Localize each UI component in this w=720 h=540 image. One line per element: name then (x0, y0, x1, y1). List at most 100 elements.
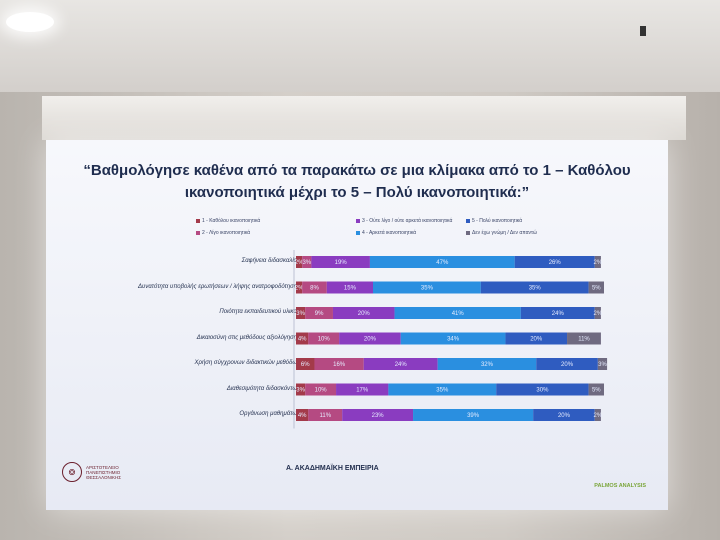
data-label: 20% (558, 413, 571, 419)
data-label: 8% (310, 286, 319, 292)
ceiling (0, 0, 720, 92)
bar-segment (588, 383, 604, 396)
bar-segment (339, 332, 401, 345)
category-label: Χρήση σύγχρονων διδακτικών μεθόδων (194, 360, 300, 366)
data-label: 26% (549, 260, 562, 266)
projector-screen-frame (42, 96, 686, 140)
data-label: 41% (452, 311, 465, 317)
category-label: Οργάνωση μαθημάτων (239, 411, 300, 417)
bar-segment (342, 409, 414, 421)
bar-segment (597, 358, 608, 370)
bar-segment (480, 281, 589, 294)
data-label: 17% (356, 388, 369, 394)
data-label: 11% (319, 413, 331, 419)
data-label: 10% (315, 388, 328, 394)
category-label: Ποιότητα εκπαιδευτικού υλικού (219, 309, 300, 315)
university-seal-icon: ❂ (62, 462, 82, 482)
bar-segment (437, 358, 537, 370)
bar-segment (296, 307, 306, 319)
ceiling-fixture (640, 26, 646, 36)
data-label: 24% (552, 311, 565, 317)
data-label: 3% (598, 362, 607, 368)
bar-segment (305, 307, 333, 319)
data-label: 20% (358, 311, 371, 317)
legend-label: 5 - Πολύ ικανοποιητικά (472, 218, 523, 224)
legend-swatch (466, 218, 470, 223)
data-label: 30% (536, 388, 549, 394)
university-name: ΑΡΙΣΤΟΤΕΛΕΙΟ ΠΑΝΕΠΙΣΤΗΜΙΟ ΘΕΣΣΑΛΟΝΙΚΗΣ (86, 464, 122, 480)
category-label: Σαφήνεια διδασκαλίας (241, 258, 300, 264)
data-label: 6% (301, 362, 310, 368)
bar-segment (394, 307, 521, 319)
bar-segment (296, 281, 303, 294)
bar-segment (296, 383, 306, 396)
bar-segment (594, 256, 601, 268)
bar-segment (296, 256, 303, 268)
bar-segment (536, 358, 598, 370)
bar-segment (505, 332, 568, 345)
legend-swatch (356, 230, 360, 235)
data-label: 2% (295, 286, 304, 292)
data-label: 34% (447, 337, 460, 343)
legend-label: 4 - Αρκετά ικανοποιητικά (362, 230, 417, 236)
data-label: 2% (594, 413, 603, 419)
data-label: 4% (298, 337, 307, 343)
data-label: 2% (594, 311, 603, 317)
bar-segment (305, 383, 337, 396)
category-label: Διαθεσιμότητα διδασκόντων (226, 385, 300, 392)
legend-swatch (196, 230, 200, 235)
bar-segment (520, 307, 595, 319)
projection-screen: “Βαθμολόγησε καθένα από τα παρακάτω σε μ… (46, 140, 668, 510)
data-label: 20% (364, 337, 377, 343)
legend-item: 2 - Λίγο ικανοποιητικά (196, 230, 250, 236)
bar-segment (363, 358, 438, 370)
category-label: Δυνατότητα υποβολής ερωτήσεων / λήψης αν… (138, 283, 300, 290)
legend-swatch (196, 218, 200, 223)
data-label: 35% (436, 388, 449, 394)
bar-segment (400, 332, 506, 345)
data-label: 35% (529, 286, 542, 292)
data-label: 15% (344, 286, 357, 292)
data-label: 20% (561, 362, 574, 368)
data-label: 23% (372, 413, 385, 419)
bar-segment (388, 383, 497, 396)
data-label: 4% (298, 413, 307, 419)
legend-label: 2 - Λίγο ικανοποιητικά (202, 230, 251, 236)
data-label: 11% (578, 337, 590, 343)
bar-segment (296, 358, 315, 370)
bar-segment (588, 281, 604, 294)
university-logo: ❂ ΑΡΙΣΤΟΤΕΛΕΙΟ ΠΑΝΕΠΙΣΤΗΜΙΟ ΘΕΣΣΑΛΟΝΙΚΗΣ (62, 462, 121, 482)
data-label: 35% (421, 286, 434, 292)
bar-segment (302, 256, 312, 268)
bar-segment (594, 409, 601, 421)
bar-segment (594, 307, 601, 319)
section-title: Α. ΑΚΑΔΗΜΑΪΚΗ ΕΜΠΕΙΡΙΑ (286, 465, 379, 472)
bar-segment (533, 409, 595, 421)
data-label: 5% (592, 388, 601, 394)
bar-segment (369, 256, 515, 268)
bar-segment (373, 281, 481, 294)
legend-item: 3 - Ούτε λίγο / ούτε αρκετά ικανοποιητικ… (356, 218, 452, 224)
bar-segment (413, 409, 534, 421)
data-label: 24% (395, 362, 408, 368)
chart-title: “Βαθμολόγησε καθένα από τα παρακάτω σε μ… (83, 162, 631, 201)
bar-segment (296, 332, 309, 345)
data-label: 16% (333, 362, 346, 368)
legend-swatch (466, 230, 470, 235)
bar-segment (332, 307, 395, 319)
legend-item: 5 - Πολύ ικανοποιητικά (466, 218, 522, 224)
legend-item: 4 - Αρκετά ικανοποιητικά (356, 230, 416, 236)
bar-segment (302, 281, 327, 294)
data-label: 10% (318, 337, 331, 343)
data-label: 20% (530, 337, 543, 343)
legend-label: 3 - Ούτε λίγο / ούτε αρκετά ικανοποιητικ… (362, 218, 453, 224)
data-label: 3% (296, 388, 305, 394)
legend-item: Δεν έχω γνώμη / Δεν απαντώ (466, 230, 537, 236)
bar-segment (496, 383, 589, 396)
data-label: 5% (592, 286, 601, 292)
category-label: Δικαιοσύνη στις μεθόδους αξιολόγησης (196, 334, 300, 341)
stacked-bar-chart: 2% 3% 19% 47% 26% 2%2% 8% 15% 35% 35% 5%3% 9% 20% 41%… (293, 250, 608, 429)
legend-swatch (356, 218, 360, 223)
legend-label: Δεν έχω γνώμη / Δεν απαντώ (472, 230, 537, 236)
data-label: 39% (467, 413, 480, 419)
